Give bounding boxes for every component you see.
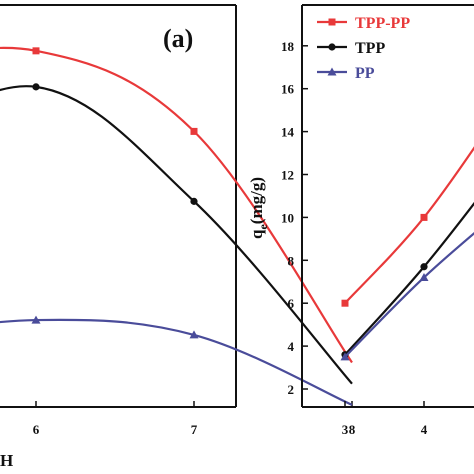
left-series-line-tpp [0, 85, 353, 385]
left-series-line-pp [0, 318, 353, 406]
right-y-tick-label: 18 [281, 39, 295, 54]
right-series-line-tpp [344, 201, 474, 356]
right-y-tick-label: 4 [288, 339, 295, 354]
right-y-axis-label: qe(mg/g) [247, 177, 270, 239]
right-y-tick-label: 6 [288, 296, 295, 311]
legend-marker-pp [327, 67, 337, 76]
right-x-tick-label: 3 [342, 422, 349, 437]
left-point-pp [31, 315, 41, 324]
left-x-tick-label: 7 [191, 422, 198, 437]
right-y-tick-label: 14 [281, 125, 295, 140]
left-x-tick-label: 8 [349, 422, 356, 437]
left-point-tpp_pp [190, 127, 198, 135]
legend-marker-tpp [328, 43, 336, 51]
left-panel: 6 7 8 H (a) [0, 4, 356, 470]
legend-label-pp: PP [355, 65, 375, 82]
right-point-tpp-pp [420, 213, 428, 221]
right-point-tpp-pp [341, 299, 349, 307]
right-series-line-tpp-pp [344, 146, 474, 304]
left-point-tpp_pp [32, 47, 40, 55]
right-panel: 2 4 6 8 10 12 14 16 18 3 4 qe(mg/g) TPP-PP TPP PP [247, 4, 474, 437]
legend-label-tpp-pp: TPP-PP [355, 15, 410, 32]
right-y-tick-label: 10 [281, 210, 294, 225]
right-point-tpp [420, 263, 428, 271]
left-point-tpp [32, 83, 40, 91]
right-y-tick-label: 8 [288, 253, 295, 268]
right-y-tick-label: 16 [281, 82, 295, 97]
right-y-tick-label: 12 [281, 168, 294, 183]
left-x-tick-label: 6 [33, 422, 40, 437]
left-series-line-tpp_pp [0, 46, 353, 364]
right-point-pp [419, 272, 429, 281]
right-point-pp [340, 352, 350, 361]
legend-label-tpp: TPP [355, 40, 385, 57]
right-x-tick-label: 4 [421, 422, 428, 437]
left-point-pp [189, 330, 199, 339]
panel-label: (a) [163, 24, 193, 53]
left-x-axis-label: H [0, 451, 13, 470]
left-point-tpp [190, 197, 198, 205]
legend-marker-tpp-pp [328, 18, 336, 26]
right-y-tick-label: 2 [288, 382, 295, 397]
